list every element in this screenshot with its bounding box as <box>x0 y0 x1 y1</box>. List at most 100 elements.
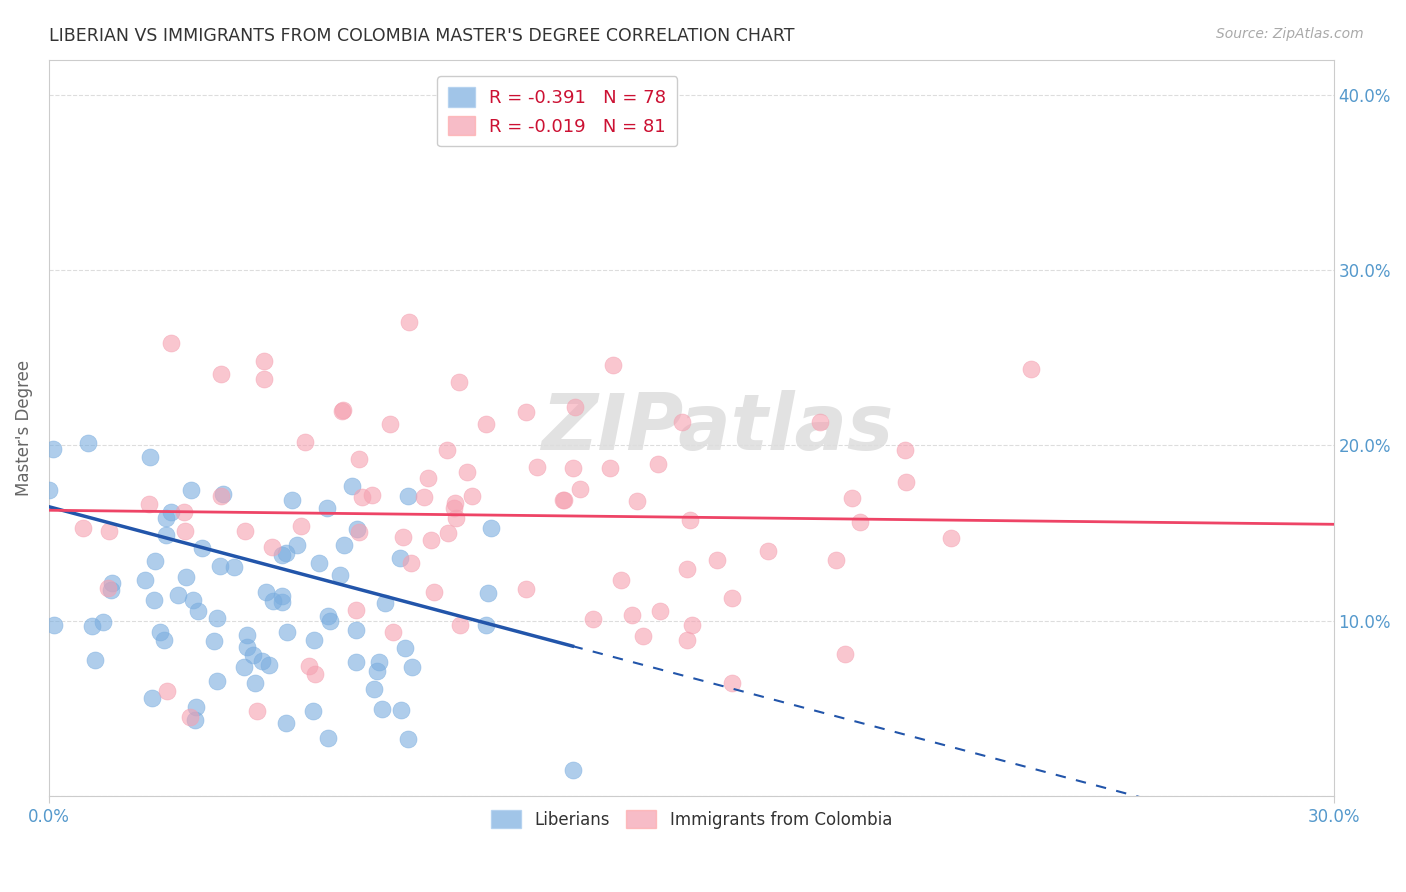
Point <box>211 487 233 501</box>
Point <box>224 560 246 574</box>
Point <box>184 700 207 714</box>
Point <box>72 521 94 535</box>
Point <box>274 546 297 560</box>
Point <box>381 624 404 639</box>
Point <box>582 612 605 626</box>
Point <box>398 315 420 329</box>
Text: Source: ZipAtlas.com: Source: ZipAtlas.com <box>1216 27 1364 41</box>
Point <box>97 581 120 595</box>
Point <box>374 595 396 609</box>
Legend: Liberians, Immigrants from Colombia: Liberians, Immigrants from Colombia <box>484 804 898 836</box>
Point <box>349 452 371 467</box>
Point <box>371 702 394 716</box>
Point <box>378 417 401 432</box>
Point <box>77 436 100 450</box>
Point <box>401 660 423 674</box>
Point <box>297 659 319 673</box>
Point <box>360 487 382 501</box>
Point <box>209 368 232 382</box>
Point <box>260 541 283 555</box>
Point <box>344 656 367 670</box>
Point <box>176 570 198 584</box>
Point <box>721 591 744 605</box>
Point <box>939 531 962 545</box>
Point <box>91 615 114 629</box>
Point <box>101 576 124 591</box>
Point <box>183 713 205 727</box>
Point <box>849 515 872 529</box>
Point <box>304 667 326 681</box>
Point <box>412 491 434 505</box>
Point <box>142 592 165 607</box>
Point <box>42 618 65 632</box>
Point <box>479 521 502 535</box>
Point <box>202 633 225 648</box>
Text: LIBERIAN VS IMMIGRANTS FROM COLOMBIA MASTER'S DEGREE CORRELATION CHART: LIBERIAN VS IMMIGRANTS FROM COLOMBIA MAS… <box>49 27 794 45</box>
Point <box>235 524 257 538</box>
Point <box>551 493 574 508</box>
Point <box>460 489 482 503</box>
Point <box>894 442 917 457</box>
Point <box>620 607 643 622</box>
Point <box>423 585 446 599</box>
Point <box>302 704 325 718</box>
Point <box>568 482 591 496</box>
Point <box>366 664 388 678</box>
Point <box>474 417 496 431</box>
Point <box>319 614 342 628</box>
Point <box>134 573 156 587</box>
Point <box>205 611 228 625</box>
Point <box>281 492 304 507</box>
Point <box>347 525 370 540</box>
Point <box>681 618 703 632</box>
Point <box>346 522 368 536</box>
Point <box>456 465 478 479</box>
Point <box>83 653 105 667</box>
Point <box>561 763 583 777</box>
Point <box>340 478 363 492</box>
Point <box>350 490 373 504</box>
Point <box>262 594 284 608</box>
Point <box>141 690 163 705</box>
Point <box>243 675 266 690</box>
Point <box>515 404 537 418</box>
Point <box>82 619 104 633</box>
Point <box>399 557 422 571</box>
Point <box>444 496 467 510</box>
Point <box>344 602 367 616</box>
Point <box>153 633 176 648</box>
Point <box>236 640 259 654</box>
Point <box>824 552 846 566</box>
Point <box>329 567 352 582</box>
Point <box>416 470 439 484</box>
Point <box>257 657 280 672</box>
Point <box>599 461 621 475</box>
Point <box>253 372 276 386</box>
Point <box>1019 361 1042 376</box>
Point <box>250 654 273 668</box>
Point <box>631 629 654 643</box>
Point <box>145 554 167 568</box>
Point <box>38 483 60 498</box>
Point <box>526 460 548 475</box>
Point <box>100 583 122 598</box>
Point <box>834 647 856 661</box>
Point <box>477 586 499 600</box>
Point <box>308 556 330 570</box>
Point <box>276 716 298 731</box>
Point <box>332 403 354 417</box>
Point <box>706 553 728 567</box>
Point <box>233 660 256 674</box>
Point <box>191 541 214 555</box>
Point <box>396 489 419 503</box>
Point <box>270 590 292 604</box>
Point <box>367 655 389 669</box>
Point <box>474 617 496 632</box>
Point <box>173 505 195 519</box>
Point <box>316 731 339 745</box>
Point <box>756 543 779 558</box>
Point <box>561 461 583 475</box>
Point <box>179 710 201 724</box>
Point <box>180 483 202 497</box>
Point <box>396 731 419 746</box>
